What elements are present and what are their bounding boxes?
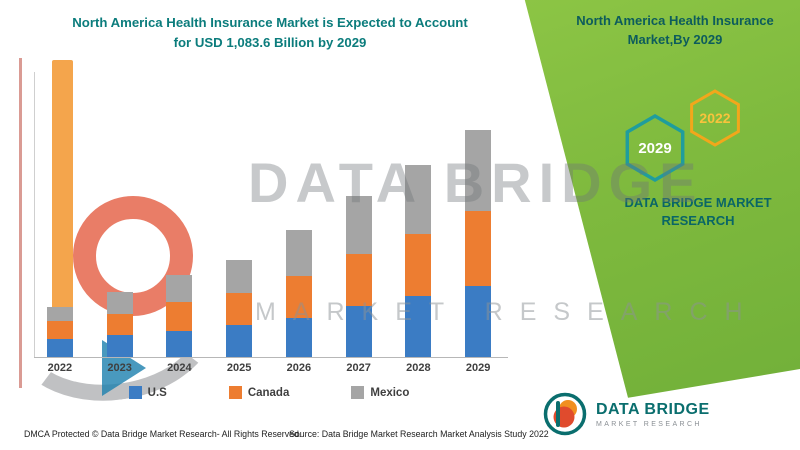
year-hexagons: 2022 2029 <box>625 89 740 183</box>
legend-label-Canada: Canada <box>247 386 290 399</box>
legend-label-US: U.S <box>147 386 167 399</box>
databridge-logo: DATA BRIDGE MARKET RESEARCH <box>542 391 710 437</box>
stacked-bar-2029 <box>465 129 492 357</box>
bar-group-2023 <box>90 291 150 357</box>
stacked-bar-2028 <box>405 164 432 357</box>
bar-segment-US-2025 <box>226 324 253 357</box>
legend-swatch-Canada <box>228 386 242 399</box>
x-label-2027: 2027 <box>346 362 371 374</box>
stacked-bar-2022 <box>46 307 73 357</box>
x-axis-labels: 2022 2023 2024 2025 2026 2027 2028 2029 <box>30 362 508 374</box>
stacked-bar-2027 <box>345 195 372 357</box>
x-label-2023: 2023 <box>107 362 132 374</box>
bar-group-2027 <box>329 195 389 357</box>
hexagon-2029 <box>625 113 685 183</box>
stacked-bar-chart <box>30 74 508 357</box>
bar-segment-Canada-2025 <box>226 293 253 325</box>
panel-heading-line2: Market,By 2029 <box>627 31 723 47</box>
bar-segment-Canada-2029 <box>465 210 492 286</box>
bar-segment-Canada-2024 <box>166 302 193 332</box>
legend-swatch-US <box>128 386 142 399</box>
chart-title-line2: for USD 1,083.6 Billion by 2029 <box>173 35 367 51</box>
bar-group-2026 <box>269 230 329 357</box>
panel-brand-line1: DATA BRIDGE MARKET <box>624 195 772 210</box>
bar-group-2025 <box>209 259 269 357</box>
legend-label-Mexico: Mexico <box>370 386 410 399</box>
bar-segment-Canada-2028 <box>405 234 432 296</box>
legend-swatch-Mexico <box>351 386 365 399</box>
footer-dmca-text: DMCA Protected © Data Bridge Market Rese… <box>24 429 302 439</box>
bar-segment-US-2027 <box>345 305 372 357</box>
bar-segment-Mexico-2023 <box>106 291 133 314</box>
hexagon-2029-label: 2029 <box>638 140 671 157</box>
bar-segment-Mexico-2028 <box>405 164 432 235</box>
panel-heading-line1: North America Health Insurance <box>576 13 774 28</box>
bar-segment-Mexico-2026 <box>285 230 312 277</box>
bar-group-2029 <box>448 129 508 357</box>
y-axis-line <box>34 72 35 358</box>
bar-segment-US-2023 <box>106 335 133 357</box>
panel-brand-text: DATA BRIDGE MARKET RESEARCH <box>600 194 796 230</box>
chart-title-line1: North America Health Insurance Market is… <box>72 15 468 30</box>
bar-segment-Canada-2022 <box>46 321 73 340</box>
x-axis-line <box>34 357 508 358</box>
legend-item-Mexico: Mexico <box>351 386 409 399</box>
logo-name: DATA BRIDGE <box>596 400 710 418</box>
legend-item-Canada: Canada <box>228 386 290 399</box>
bar-group-2022 <box>30 307 90 357</box>
hexagon-2022-label: 2022 <box>699 110 730 126</box>
x-label-2028: 2028 <box>406 362 431 374</box>
stacked-bar-2026 <box>285 230 312 357</box>
bar-group-2028 <box>389 164 449 357</box>
panel-brand-line2: RESEARCH <box>661 213 735 229</box>
panel-heading: North America Health Insurance Market,By… <box>552 12 798 50</box>
watermark-red-line <box>19 58 22 388</box>
stacked-bar-2024 <box>166 274 193 357</box>
bar-segment-US-2022 <box>46 339 73 357</box>
databridge-logo-icon <box>543 392 587 436</box>
chart-legend: U.S Canada Mexico <box>30 386 508 399</box>
x-label-2026: 2026 <box>286 362 312 374</box>
bar-segment-Mexico-2029 <box>465 129 492 211</box>
x-label-2024: 2024 <box>167 362 192 374</box>
footer-source-text: Source: Data Bridge Market Research Mark… <box>289 429 549 439</box>
databridge-logo-text: DATA BRIDGE MARKET RESEARCH <box>596 401 710 428</box>
logo-subtitle: MARKET RESEARCH <box>596 420 702 428</box>
bar-segment-US-2024 <box>166 331 193 357</box>
chart-title: North America Health Insurance Market is… <box>28 13 512 54</box>
x-label-2025: 2025 <box>226 362 252 374</box>
bar-segment-US-2029 <box>465 285 492 357</box>
legend-item-US: U.S <box>128 386 167 399</box>
bar-segment-Canada-2027 <box>345 254 372 306</box>
stacked-bar-2023 <box>106 291 133 357</box>
x-label-2029: 2029 <box>465 362 491 374</box>
bar-group-2024 <box>150 274 210 357</box>
stacked-bar-2025 <box>226 259 253 357</box>
hexagon-2022 <box>690 89 740 147</box>
bar-segment-US-2026 <box>285 317 312 357</box>
bar-segment-US-2028 <box>405 295 432 357</box>
bar-segment-Mexico-2027 <box>345 195 372 255</box>
bar-segment-Mexico-2025 <box>226 259 253 294</box>
bar-segment-Mexico-2024 <box>166 274 193 303</box>
bar-segment-Canada-2026 <box>285 276 312 318</box>
bar-segment-Mexico-2022 <box>46 307 73 322</box>
x-label-2022: 2022 <box>47 362 73 374</box>
bar-segment-Canada-2023 <box>106 313 133 336</box>
